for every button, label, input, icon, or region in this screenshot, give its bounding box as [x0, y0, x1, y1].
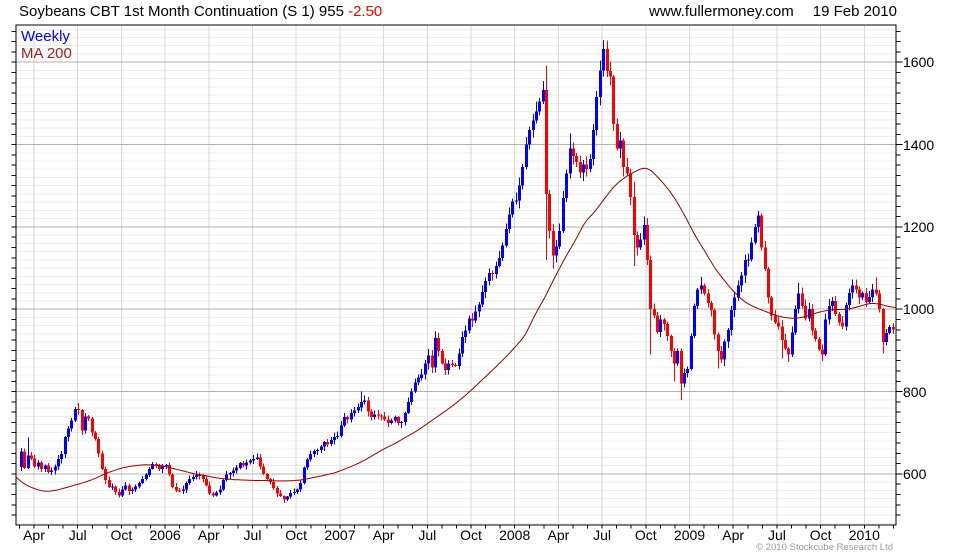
svg-text:1400: 1400: [903, 137, 934, 153]
svg-text:Weekly: Weekly: [21, 28, 70, 45]
svg-text:Oct: Oct: [285, 527, 307, 543]
svg-text:Apr: Apr: [198, 527, 220, 543]
svg-text:Apr: Apr: [548, 527, 570, 543]
svg-text:Oct: Oct: [810, 527, 832, 543]
svg-text:Jul: Jul: [768, 527, 786, 543]
svg-text:Apr: Apr: [722, 527, 744, 543]
svg-text:2008: 2008: [499, 527, 530, 543]
svg-text:© 2010 Stockcube Research Ltd: © 2010 Stockcube Research Ltd: [756, 542, 893, 553]
svg-text:2006: 2006: [150, 527, 181, 543]
svg-text:2010: 2010: [849, 527, 880, 543]
svg-text:2007: 2007: [324, 527, 355, 543]
svg-text:www.fullermoney.com: www.fullermoney.com: [648, 3, 794, 20]
svg-text:2009: 2009: [674, 527, 705, 543]
svg-text:1000: 1000: [903, 301, 934, 317]
svg-text:Oct: Oct: [635, 527, 657, 543]
svg-text:1200: 1200: [903, 219, 934, 235]
svg-text:Jul: Jul: [244, 527, 262, 543]
svg-text:Jul: Jul: [593, 527, 611, 543]
svg-text:Jul: Jul: [69, 527, 87, 543]
svg-text:Apr: Apr: [373, 527, 395, 543]
svg-text:Apr: Apr: [23, 527, 45, 543]
svg-text:800: 800: [903, 384, 927, 400]
svg-text:Oct: Oct: [111, 527, 133, 543]
svg-text:Jul: Jul: [418, 527, 436, 543]
svg-text:Oct: Oct: [460, 527, 482, 543]
svg-text:Soybeans CBT 1st Month Continu: Soybeans CBT 1st Month Continuation (S 1…: [19, 3, 382, 20]
svg-text:600: 600: [903, 466, 927, 482]
svg-text:19 Feb 2010: 19 Feb 2010: [813, 3, 897, 20]
svg-text:MA 200: MA 200: [21, 45, 72, 62]
svg-text:1600: 1600: [903, 54, 934, 70]
